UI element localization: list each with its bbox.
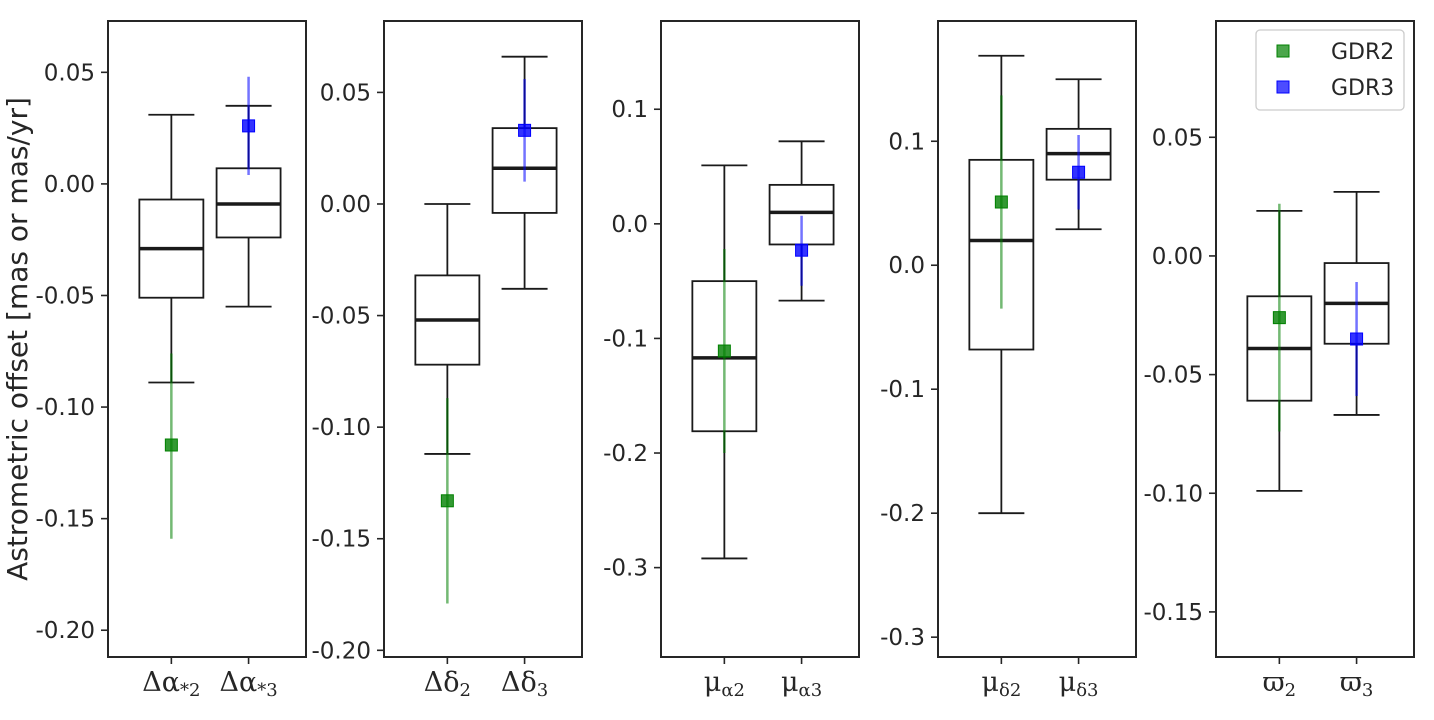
x-category-label: Δα*2 [142, 667, 200, 701]
x-category-label-base: μ [704, 667, 722, 698]
y-tick-label: -0.2 [880, 501, 925, 527]
point-gdr3 [1072, 165, 1086, 179]
point-gdr2 [994, 195, 1008, 209]
x-category-label-sub: 2 [1285, 680, 1296, 701]
x-category-label: μδ3 [1059, 667, 1099, 701]
box-μα2 [691, 164, 758, 560]
box-Δδ2 [414, 203, 481, 604]
box-Δα*3 [215, 76, 282, 308]
y-tick-label: 0.00 [1152, 244, 1203, 270]
x-category-label-sub: 3 [537, 680, 548, 701]
y-tick-label: -0.10 [1143, 481, 1203, 507]
x-category-label: Δδ3 [501, 667, 548, 701]
legend-label: GDR3 [1331, 76, 1394, 101]
y-tick-label: -0.3 [603, 556, 648, 582]
panel-frame [937, 20, 1137, 658]
point-gdr3 [1350, 332, 1364, 346]
y-tick-label: 0.05 [44, 60, 95, 86]
x-category-label-base: μ [1059, 667, 1077, 698]
x-category-label-sub: δ2 [999, 680, 1021, 701]
point-gdr2 [717, 344, 731, 358]
y-tick-label: 0.1 [888, 129, 925, 155]
y-tick-label: -0.10 [311, 415, 371, 441]
x-category-label-sub: *2 [180, 680, 200, 701]
box-ϖ3 [1323, 190, 1390, 416]
box-μδ2 [968, 54, 1035, 515]
y-tick-label: -0.20 [311, 638, 371, 664]
box-ϖ2 [1246, 203, 1313, 492]
legend-label: GDR2 [1331, 40, 1394, 65]
x-category-label: ϖ2 [1263, 667, 1296, 701]
x-category-label: Δα*3 [219, 667, 277, 701]
x-category-label-base: Δα [142, 667, 180, 698]
y-tick-label: 0.1 [611, 97, 648, 123]
y-tick-label: 0.0 [888, 253, 925, 279]
x-category-label-base: Δδ [501, 667, 537, 698]
point-gdr2 [440, 494, 454, 508]
x-category-label-base: Δα [219, 667, 257, 698]
y-tick-label: -0.1 [603, 326, 648, 352]
y-tick-label: 0.0 [611, 212, 648, 238]
box-Δα*2 [138, 113, 205, 539]
point-gdr2 [164, 438, 178, 452]
y-tick-label: 0.05 [1152, 125, 1203, 151]
y-tick-label: 0.05 [320, 80, 371, 106]
x-category-label-sub: δ3 [1076, 680, 1098, 701]
x-category-label: μα2 [704, 667, 745, 701]
legend-frame [1255, 29, 1405, 111]
point-gdr3 [795, 243, 809, 257]
x-category-label-sub: 2 [460, 680, 471, 701]
y-tick-label: -0.2 [603, 441, 648, 467]
y-tick-label: -0.20 [35, 618, 95, 644]
x-category-label-base: μ [981, 667, 999, 698]
box-μα3 [768, 140, 835, 302]
y-tick-label: -0.1 [880, 377, 925, 403]
y-tick-label: -0.15 [35, 507, 95, 533]
y-tick-label: 0.00 [320, 192, 371, 218]
x-category-label-sub: α3 [799, 680, 823, 701]
box-Δδ3 [491, 55, 558, 290]
y-tick-label: -0.05 [35, 283, 95, 309]
y-tick-label: -0.3 [880, 625, 925, 651]
x-category-label-base: μ [781, 667, 799, 698]
y-tick-label: -0.05 [311, 304, 371, 330]
y-tick-label: -0.10 [35, 395, 95, 421]
x-category-label: μδ2 [981, 667, 1021, 701]
x-category-label-base: Δδ [424, 667, 460, 698]
legend-marker-gdr3 [1276, 80, 1290, 94]
box-μδ3 [1045, 78, 1112, 231]
x-category-label-base: ϖ [1263, 667, 1285, 698]
x-category-label-base: ϖ [1340, 667, 1362, 698]
y-tick-label: 0.00 [44, 172, 95, 198]
legend: GDR2 GDR3 [1255, 29, 1405, 111]
x-category-label-sub: α2 [721, 680, 745, 701]
y-axis-label: Astrometric offset [mas or mas/yr] [1, 97, 34, 581]
panel-frame [383, 20, 583, 658]
y-tick-label: -0.15 [1143, 600, 1203, 626]
x-category-label: Δδ2 [424, 667, 471, 701]
point-gdr3 [518, 123, 532, 137]
panel-frame [107, 20, 307, 658]
x-category-label-sub: *3 [257, 680, 277, 701]
panel-frame [660, 20, 860, 658]
x-category-label: ϖ3 [1340, 667, 1373, 701]
x-category-label: μα3 [781, 667, 822, 701]
panel-frame [1215, 20, 1415, 658]
x-category-label-sub: 3 [1362, 680, 1373, 701]
y-tick-label: -0.05 [1143, 363, 1203, 389]
y-tick-label: -0.15 [311, 527, 371, 553]
point-gdr2 [1272, 311, 1286, 325]
legend-marker-gdr2 [1276, 44, 1290, 58]
point-gdr3 [242, 119, 256, 133]
